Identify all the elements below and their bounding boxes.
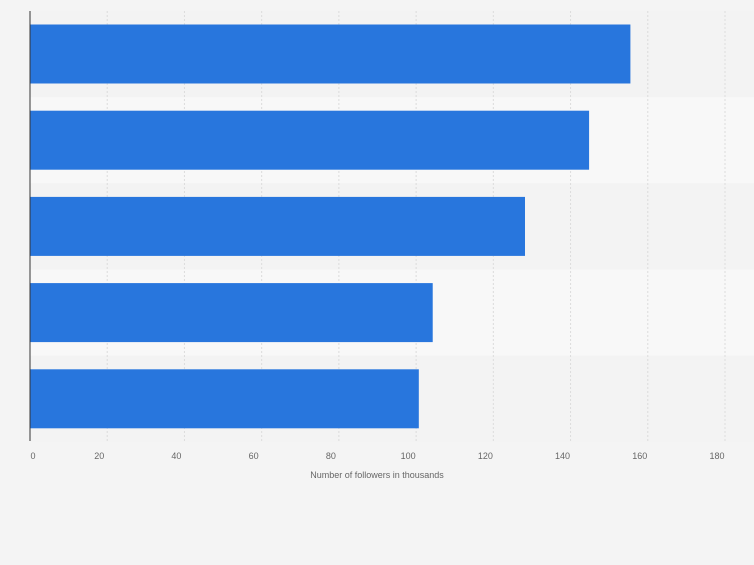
x-tick-label: 80 xyxy=(326,451,336,461)
x-tick-label: 40 xyxy=(171,451,181,461)
bar xyxy=(30,196,525,256)
x-tick-label: 160 xyxy=(632,451,647,461)
x-tick-label: 100 xyxy=(401,451,416,461)
x-tick-label: 20 xyxy=(94,451,104,461)
x-tick-label: 180 xyxy=(709,451,724,461)
x-tick-label: 140 xyxy=(555,451,570,461)
x-axis: 0 20 40 60 80 100 120 140 160 180 xyxy=(29,11,725,461)
x-axis-label: Number of followers in thousands xyxy=(310,470,444,480)
bar xyxy=(30,283,433,343)
bars xyxy=(30,24,631,429)
x-tick-label: 0 xyxy=(30,451,35,461)
bar xyxy=(30,369,419,429)
bar xyxy=(30,110,590,170)
x-tick-label: 120 xyxy=(478,451,493,461)
bar xyxy=(30,24,631,84)
x-tick-label: 60 xyxy=(249,451,259,461)
